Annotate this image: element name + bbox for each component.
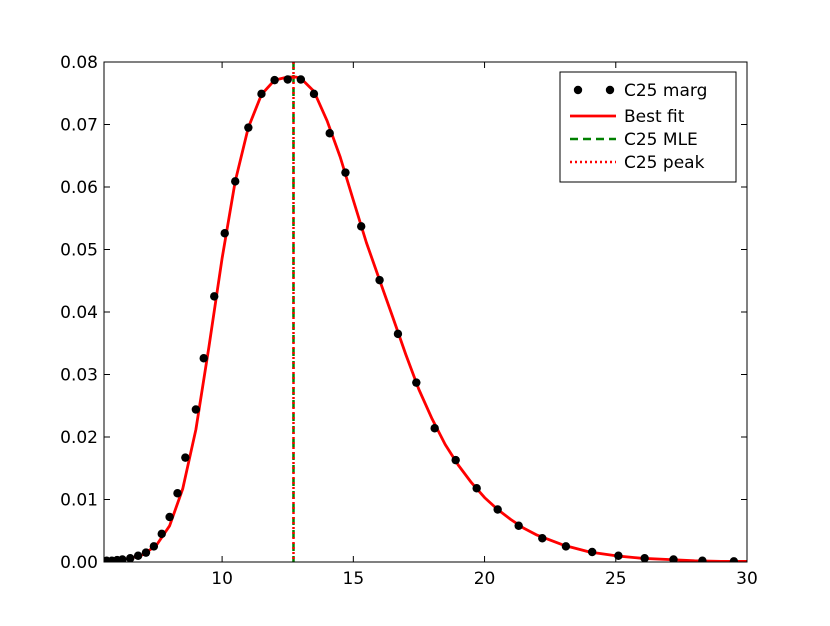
legend-marker-c25-marg-2 xyxy=(605,85,615,95)
y-tick-label: 0.00 xyxy=(60,553,98,573)
scatter-point xyxy=(729,557,739,562)
legend: C25 marg Best fit C25 MLE C25 peak xyxy=(559,71,737,183)
scatter-point xyxy=(514,521,523,530)
scatter-point xyxy=(270,75,279,85)
plot-area xyxy=(104,62,747,562)
scatter-point xyxy=(451,455,460,465)
scatter-point xyxy=(157,529,166,539)
scatter-point xyxy=(118,555,127,562)
legend-label-c25-marg: C25 marg xyxy=(624,81,707,101)
scatter-point xyxy=(341,168,350,177)
scatter-point xyxy=(244,123,253,132)
scatter-point xyxy=(614,551,623,560)
scatter-point xyxy=(126,554,135,562)
scatter-point xyxy=(231,177,240,186)
y-tick-label: 0.03 xyxy=(60,366,98,386)
scatter-point xyxy=(430,424,439,433)
scatter-point xyxy=(296,75,306,84)
legend-marker-c25-marg xyxy=(573,85,583,95)
legend-label-best-fit: Best fit xyxy=(624,107,685,127)
scatter-point xyxy=(538,534,547,543)
scatter-point xyxy=(640,554,649,562)
scatter-point xyxy=(149,542,159,551)
legend-box xyxy=(559,71,737,183)
scatter-point xyxy=(698,556,707,562)
scatter-point xyxy=(283,75,292,84)
y-tick-label: 0.02 xyxy=(60,428,98,448)
legend-label-c25-mle: C25 MLE xyxy=(624,130,698,150)
scatter-point xyxy=(375,275,384,285)
scatter-point xyxy=(191,405,201,414)
legend-label-c25-peak: C25 peak xyxy=(624,153,705,173)
scatter-point xyxy=(493,505,502,514)
x-tick-label: 25 xyxy=(605,569,627,589)
scatter-point xyxy=(325,129,334,138)
scatter-point xyxy=(220,229,229,238)
scatter-point xyxy=(181,453,190,462)
axes-layer: 10 15 20 25 30 0.00 0.01 0.02 0.03 0.04 0.05 0.06 0.… xyxy=(60,53,758,589)
y-tick-label: 0.05 xyxy=(60,241,98,261)
scatter-point xyxy=(141,548,151,557)
scatter-point xyxy=(357,222,366,231)
x-tick-label: 20 xyxy=(474,569,496,589)
y-tick-label: 0.04 xyxy=(60,303,98,323)
scatter-point xyxy=(472,484,481,493)
y-tick-label: 0.01 xyxy=(60,491,98,511)
y-tick-label: 0.06 xyxy=(60,178,98,198)
scatter-point xyxy=(165,512,174,522)
scatter-point xyxy=(412,378,421,387)
scatter-point xyxy=(257,89,266,99)
y-tick-label: 0.08 xyxy=(60,53,98,73)
scatter-point xyxy=(561,542,571,551)
x-tick-label: 15 xyxy=(343,569,365,589)
y-tick-label: 0.07 xyxy=(60,116,98,136)
scatter-point xyxy=(173,489,182,498)
scatter-point xyxy=(669,555,678,562)
scatter-point xyxy=(393,329,403,339)
scatter-point xyxy=(199,354,208,363)
scatter-point xyxy=(587,547,597,557)
x-tick-label: 10 xyxy=(211,569,233,589)
x-tick-label: 30 xyxy=(736,569,758,589)
scatter-point xyxy=(133,551,143,560)
scatter-point xyxy=(210,292,219,301)
scatter-point xyxy=(309,89,319,99)
